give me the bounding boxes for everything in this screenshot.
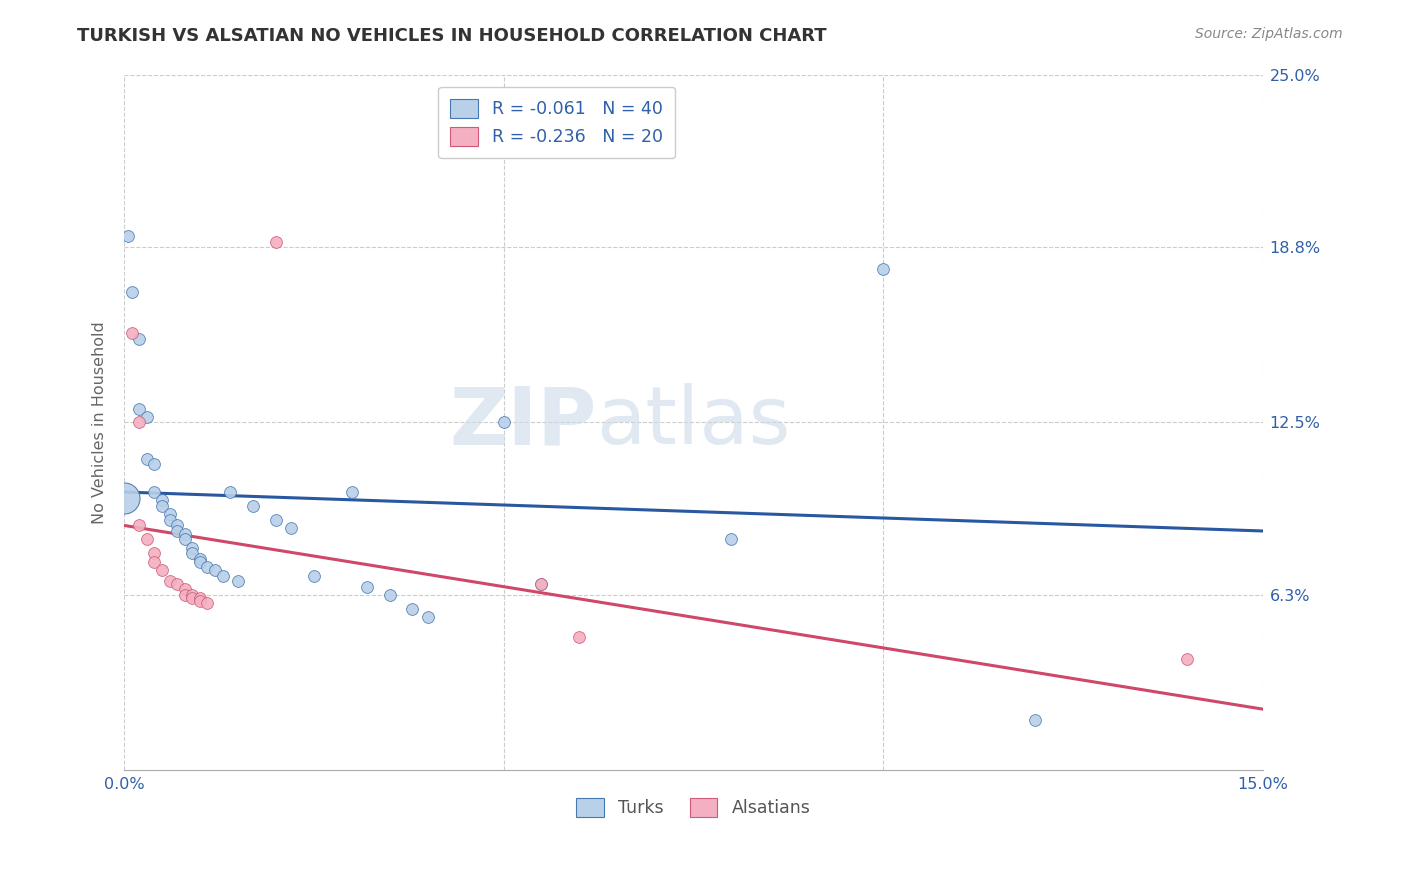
Point bbox=[135, 533, 157, 547]
Point bbox=[568, 630, 591, 644]
Point bbox=[166, 524, 188, 538]
Point bbox=[264, 513, 287, 527]
Point bbox=[720, 533, 742, 547]
Point bbox=[173, 588, 195, 602]
Point bbox=[226, 574, 249, 588]
Point bbox=[181, 546, 204, 560]
Point bbox=[530, 577, 553, 591]
Point bbox=[128, 401, 150, 416]
Point bbox=[159, 508, 181, 522]
Point bbox=[121, 285, 143, 299]
Point bbox=[242, 499, 264, 513]
Y-axis label: No Vehicles in Household: No Vehicles in Household bbox=[93, 321, 107, 524]
Point bbox=[219, 485, 242, 500]
Legend: Turks, Alsatians: Turks, Alsatians bbox=[569, 791, 817, 824]
Point bbox=[302, 568, 325, 582]
Point bbox=[211, 568, 233, 582]
Point bbox=[188, 551, 211, 566]
Point bbox=[264, 235, 287, 249]
Point bbox=[197, 560, 219, 574]
Point bbox=[356, 580, 378, 594]
Point bbox=[188, 591, 211, 605]
Point bbox=[117, 229, 139, 244]
Point bbox=[143, 555, 166, 569]
Point bbox=[159, 513, 181, 527]
Point bbox=[159, 574, 181, 588]
Point bbox=[173, 533, 195, 547]
Point bbox=[173, 582, 195, 597]
Text: TURKISH VS ALSATIAN NO VEHICLES IN HOUSEHOLD CORRELATION CHART: TURKISH VS ALSATIAN NO VEHICLES IN HOUSE… bbox=[77, 27, 827, 45]
Point bbox=[112, 491, 135, 505]
Point bbox=[340, 485, 363, 500]
Point bbox=[583, 128, 606, 143]
Point bbox=[378, 588, 401, 602]
Point bbox=[135, 409, 157, 424]
Point bbox=[150, 493, 173, 508]
Point bbox=[128, 518, 150, 533]
Point bbox=[188, 593, 211, 607]
Point bbox=[1024, 713, 1046, 727]
Point bbox=[121, 326, 143, 341]
Text: Source: ZipAtlas.com: Source: ZipAtlas.com bbox=[1195, 27, 1343, 41]
Text: ZIP: ZIP bbox=[450, 384, 596, 461]
Point bbox=[492, 416, 515, 430]
Point bbox=[401, 602, 423, 616]
Point bbox=[204, 563, 226, 577]
Point bbox=[150, 563, 173, 577]
Text: atlas: atlas bbox=[596, 384, 792, 461]
Point bbox=[173, 526, 195, 541]
Point bbox=[872, 262, 894, 277]
Point bbox=[166, 518, 188, 533]
Point bbox=[150, 499, 173, 513]
Point bbox=[128, 416, 150, 430]
Point bbox=[181, 541, 204, 555]
Point bbox=[530, 577, 553, 591]
Point bbox=[197, 596, 219, 610]
Point bbox=[143, 546, 166, 560]
Point bbox=[280, 521, 302, 535]
Point bbox=[181, 588, 204, 602]
Point bbox=[143, 485, 166, 500]
Point bbox=[1175, 652, 1198, 666]
Point bbox=[128, 332, 150, 346]
Point bbox=[135, 451, 157, 466]
Point bbox=[166, 577, 188, 591]
Point bbox=[181, 591, 204, 605]
Point bbox=[416, 610, 439, 624]
Point bbox=[188, 555, 211, 569]
Point bbox=[143, 457, 166, 471]
